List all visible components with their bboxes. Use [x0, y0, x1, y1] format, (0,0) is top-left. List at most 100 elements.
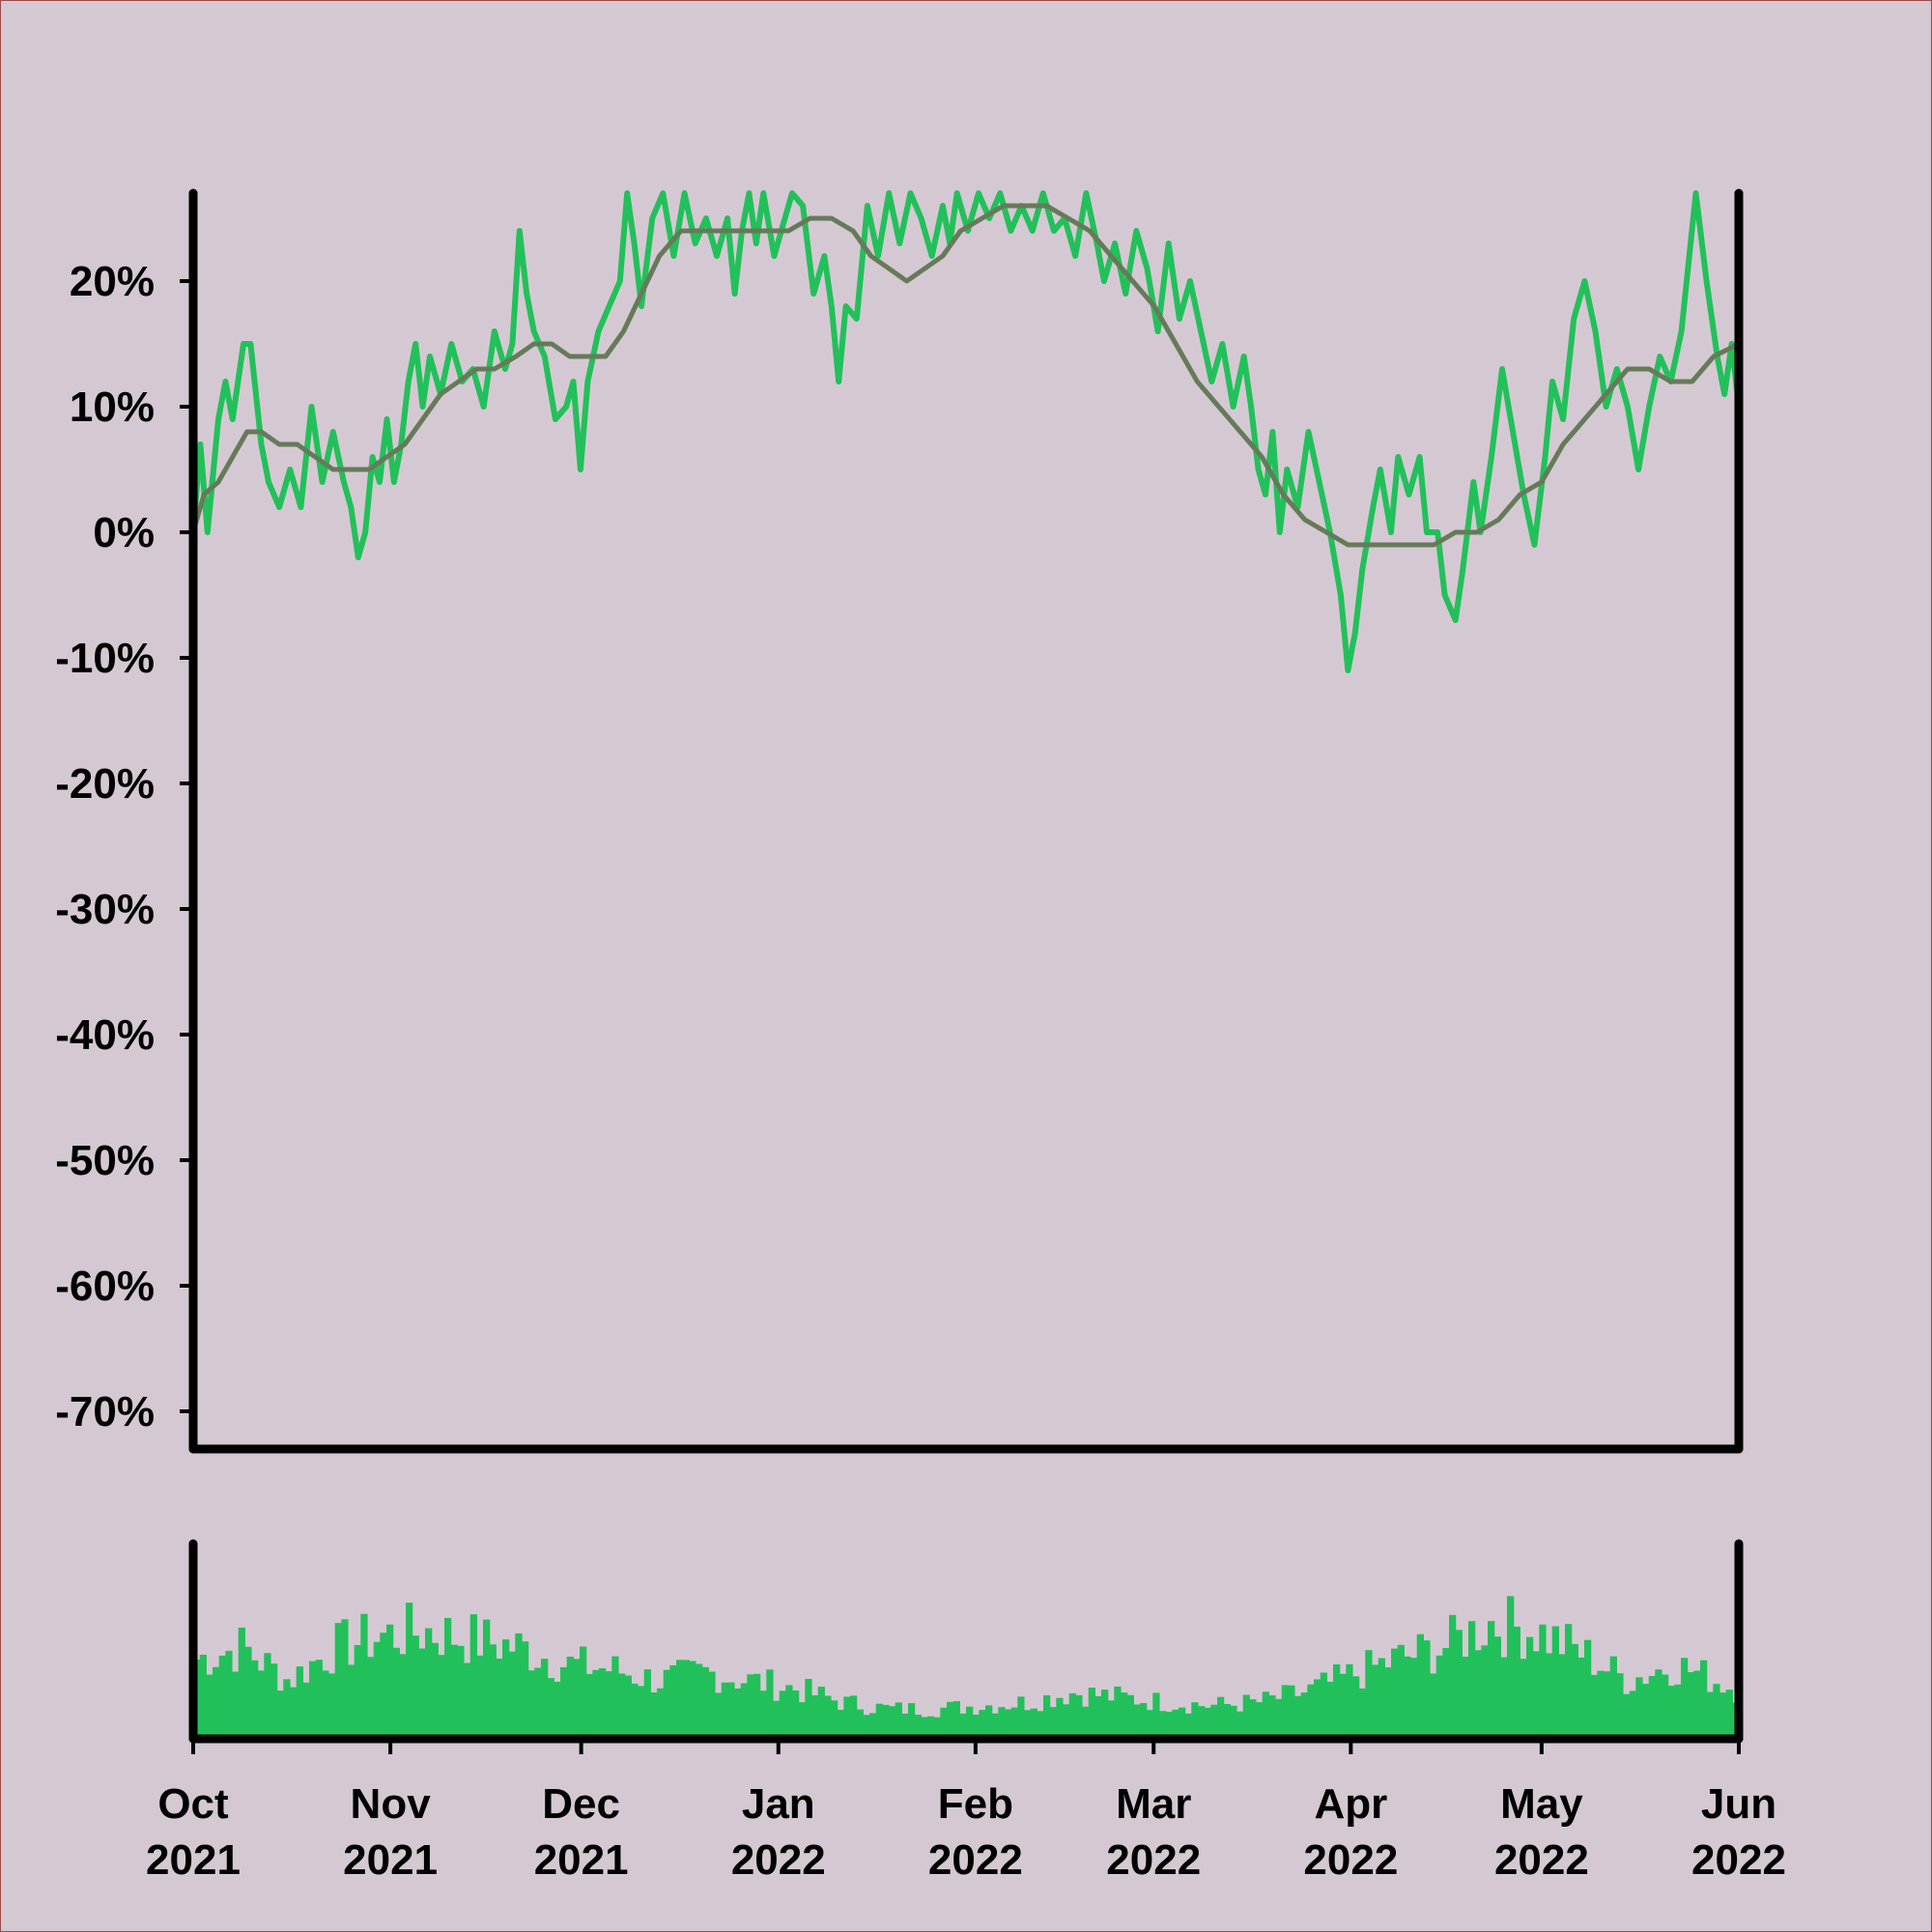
- volume-bar: [469, 1614, 477, 1739]
- x-tick-label: Oct 2021: [146, 1780, 241, 1884]
- x-tick-year: 2021: [534, 1836, 629, 1884]
- volume-bar: [438, 1655, 445, 1739]
- volume-bar: [1674, 1684, 1682, 1739]
- volume-bar: [1532, 1651, 1540, 1739]
- volume-bar: [817, 1687, 825, 1739]
- volume-bar: [206, 1674, 213, 1739]
- volume-bar: [1107, 1700, 1115, 1739]
- volume-bar: [1333, 1663, 1341, 1739]
- volume-bar: [534, 1667, 542, 1739]
- volume-bar: [759, 1690, 767, 1739]
- volume-bar: [522, 1641, 529, 1739]
- volume-bar: [1017, 1696, 1025, 1739]
- volume-bar: [785, 1685, 793, 1739]
- volume-bar: [1063, 1704, 1070, 1739]
- volume-bar: [985, 1705, 993, 1739]
- volume-bar: [1526, 1636, 1534, 1739]
- x-tick-label: Feb 2022: [928, 1780, 1023, 1884]
- volume-bar: [283, 1679, 291, 1739]
- volume-bar: [476, 1655, 484, 1739]
- x-tick-year: 2022: [1494, 1836, 1589, 1884]
- volume-bar: [1507, 1596, 1515, 1739]
- y-tick-label: -70%: [55, 1388, 155, 1435]
- volume-bar: [386, 1624, 394, 1739]
- volume-bar: [792, 1690, 800, 1739]
- volume-bar: [824, 1695, 832, 1739]
- x-tick-year: 2022: [928, 1836, 1023, 1884]
- volume-bar: [1667, 1686, 1675, 1739]
- volume-bar: [811, 1695, 819, 1739]
- volume-bar: [1223, 1704, 1231, 1739]
- volume-bar: [1256, 1702, 1264, 1739]
- volume-bar: [496, 1659, 503, 1739]
- volume-bar: [979, 1710, 986, 1739]
- volume-bar: [1094, 1695, 1102, 1739]
- y-tick-label: -40%: [55, 1011, 155, 1059]
- volume-bar: [1546, 1653, 1553, 1739]
- volume-bar: [1539, 1624, 1547, 1739]
- volume-bar: [1635, 1677, 1643, 1739]
- volume-bar: [334, 1623, 342, 1739]
- volume-bar: [1488, 1621, 1495, 1739]
- volume-bar: [290, 1687, 298, 1739]
- volume-bar: [669, 1664, 677, 1739]
- volume-bar: [927, 1716, 935, 1739]
- price-series-group: [190, 190, 1742, 673]
- volume-bar: [309, 1661, 317, 1739]
- volume-bar: [315, 1660, 323, 1739]
- volume-bar: [1468, 1621, 1476, 1739]
- volume-bar: [547, 1678, 554, 1739]
- volume-bar: [566, 1657, 574, 1739]
- volume-bar: [740, 1683, 748, 1739]
- volume-bar: [1430, 1673, 1437, 1739]
- volume-bar: [753, 1673, 761, 1739]
- x-tick-month: Dec: [542, 1780, 620, 1828]
- x-tick-label: Dec 2021: [534, 1780, 629, 1884]
- volume-bar: [1005, 1709, 1012, 1739]
- volume-bar: [1262, 1691, 1269, 1739]
- volume-bar: [1236, 1711, 1244, 1739]
- volume-bar: [638, 1686, 645, 1739]
- volume-bar: [1275, 1698, 1283, 1739]
- volume-bar: [1281, 1685, 1289, 1739]
- volume-bar: [1121, 1692, 1128, 1739]
- volume-bar: [199, 1654, 207, 1739]
- volume-bar: [972, 1715, 980, 1739]
- volume-bar: [238, 1627, 245, 1739]
- volume-bar: [843, 1696, 851, 1739]
- volume-bar: [560, 1666, 568, 1739]
- volume-bar: [747, 1674, 754, 1739]
- x-tick-label: May 2022: [1494, 1780, 1589, 1884]
- volume-bar: [1397, 1644, 1405, 1739]
- volume-bar: [1416, 1634, 1424, 1739]
- volume-bar: [213, 1666, 220, 1739]
- volume-bar: [1648, 1676, 1656, 1739]
- volume-bar: [1597, 1670, 1605, 1739]
- x-tick-year: 2022: [1303, 1836, 1398, 1884]
- volume-bar: [643, 1669, 651, 1739]
- x-tick-year: 2022: [731, 1836, 826, 1884]
- volume-bar: [360, 1613, 368, 1739]
- volume-bar: [406, 1603, 413, 1739]
- volume-bar: [1358, 1688, 1366, 1739]
- volume-bar: [328, 1673, 336, 1739]
- volume-bar: [1584, 1639, 1592, 1739]
- volume-bar: [947, 1701, 954, 1739]
- volume-bar: [541, 1659, 549, 1739]
- volume-bar: [1435, 1655, 1443, 1739]
- volume-bar: [1101, 1690, 1109, 1739]
- volume-bar: [1198, 1706, 1206, 1739]
- volume-bar: [1577, 1657, 1585, 1739]
- volume-bar: [676, 1660, 684, 1739]
- x-tick-month: Jun: [1701, 1780, 1776, 1828]
- volume-bar: [251, 1660, 259, 1739]
- volume-bar: [734, 1688, 742, 1739]
- volume-bar: [1410, 1658, 1418, 1739]
- volume-bar: [1314, 1679, 1321, 1739]
- volume-bar: [1462, 1657, 1469, 1739]
- volume-bar: [798, 1702, 806, 1739]
- volume-bar: [727, 1682, 735, 1739]
- volume-bar: [232, 1671, 240, 1739]
- volume-bar: [341, 1619, 349, 1739]
- x-tick-label: Nov 2021: [343, 1780, 438, 1884]
